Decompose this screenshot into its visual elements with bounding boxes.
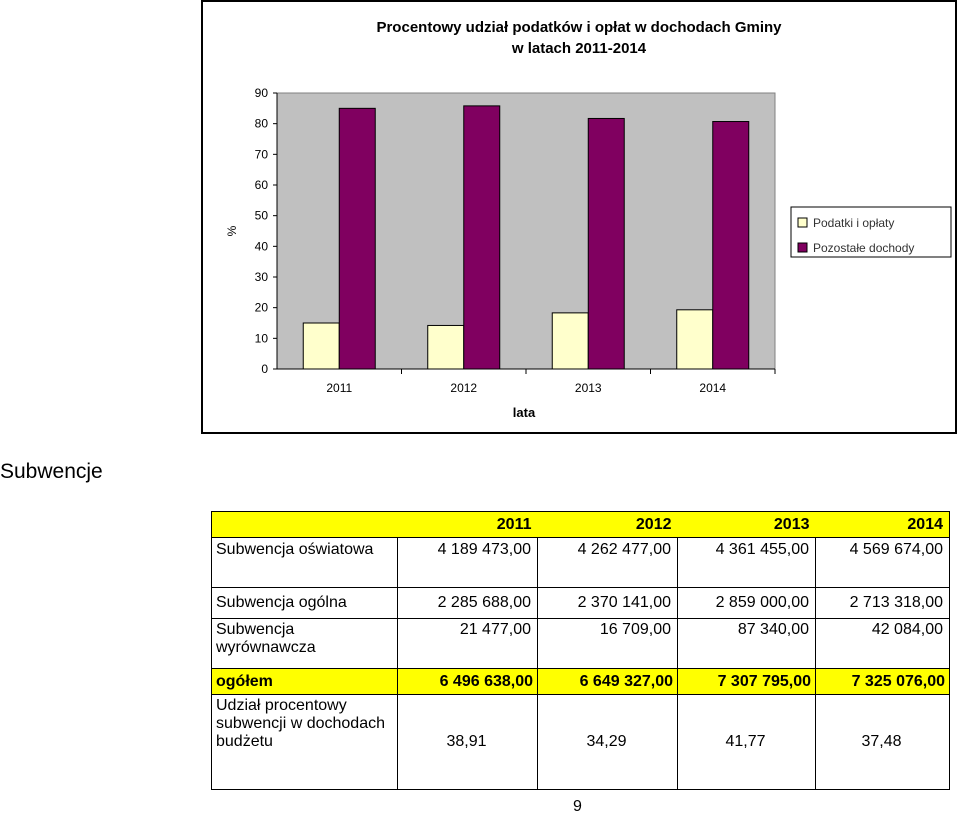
table-row: Udział procentowy subwencji w dochodach … xyxy=(211,694,950,790)
table-cell: 42 084,00 xyxy=(815,618,950,669)
y-tick-label: 30 xyxy=(255,270,269,284)
chart-title: Procentowy udział podatków i opłat w doc… xyxy=(376,19,782,36)
table-cell: 4 361 455,00 xyxy=(677,537,816,588)
row-label: Udział procentowy subwencji w dochodach … xyxy=(211,694,398,790)
row-label: Subwencja wyrównawcza xyxy=(211,618,398,669)
table-row: Subwencja wyrównawcza 21 477,00 16 709,0… xyxy=(211,618,950,669)
table-cell: 38,91 xyxy=(397,694,538,790)
table-header-cell: 2014 xyxy=(815,511,950,538)
table-row: Subwencja ogólna 2 285 688,00 2 370 141,… xyxy=(211,587,950,619)
y-tick-label: 60 xyxy=(255,178,269,192)
table-cell: 2 370 141,00 xyxy=(537,587,678,619)
bar-podatki-2011 xyxy=(302,322,340,370)
section-heading: Subwencje xyxy=(0,460,103,483)
y-tick-label: 10 xyxy=(255,331,269,345)
page-number: 9 xyxy=(573,798,582,815)
legend-label: Pozostałe dochody xyxy=(813,241,914,255)
table-cell: 34,29 xyxy=(537,694,678,790)
table-header-cell: 2012 xyxy=(537,511,678,538)
table-cell: 41,77 xyxy=(677,694,816,790)
table-cell: 2 713 318,00 xyxy=(815,587,950,619)
y-tick-label: 0 xyxy=(261,362,268,376)
table-cell: 2 285 688,00 xyxy=(397,587,538,619)
bar-pozostale-2013 xyxy=(587,117,625,370)
x-tick-label: 2012 xyxy=(450,381,477,395)
x-tick-label: 2013 xyxy=(575,381,602,395)
legend-swatch xyxy=(797,242,808,253)
bar-pozostale-2014 xyxy=(712,121,750,370)
x-tick-label: 2011 xyxy=(326,381,352,395)
y-tick-label: 40 xyxy=(255,239,269,253)
table-cell: 7 325 076,00 xyxy=(815,668,950,695)
y-tick-label: 70 xyxy=(255,147,269,161)
chart-subtitle: w latach 2011-2014 xyxy=(511,40,647,57)
x-tick-label: 2014 xyxy=(699,381,726,395)
table-header-cell xyxy=(211,511,398,538)
bar-podatki-2012 xyxy=(427,324,465,370)
bar-podatki-2014 xyxy=(676,309,714,370)
chart-container: Procentowy udział podatków i opłat w doc… xyxy=(201,0,957,434)
table-header-cell: 2013 xyxy=(677,511,816,538)
table-cell: 16 709,00 xyxy=(537,618,678,669)
table-cell: 2 859 000,00 xyxy=(677,587,816,619)
table-header-row: 2011 2012 2013 2014 xyxy=(211,511,950,538)
y-tick-label: 20 xyxy=(255,301,269,315)
legend-swatch xyxy=(797,217,808,228)
y-tick-label: 80 xyxy=(255,117,269,131)
y-tick-label: 50 xyxy=(255,209,269,223)
table-cell: 4 262 477,00 xyxy=(537,537,678,588)
bar-pozostale-2011 xyxy=(338,107,376,370)
table-cell: 4 189 473,00 xyxy=(397,537,538,588)
row-label: Subwencja oświatowa xyxy=(211,537,398,588)
table-cell: 4 569 674,00 xyxy=(815,537,950,588)
table-cell: 6 496 638,00 xyxy=(397,668,538,695)
y-axis-label: % xyxy=(225,225,239,236)
y-tick-label: 90 xyxy=(255,86,269,100)
bar-chart: Procentowy udział podatków i opłat w doc… xyxy=(225,19,952,420)
table-total-row: ogółem 6 496 638,00 6 649 327,00 7 307 7… xyxy=(211,668,950,695)
x-axis-label: lata xyxy=(513,405,536,420)
table-cell: 7 307 795,00 xyxy=(677,668,816,695)
subsidies-table: 2011 2012 2013 2014 Subwencja oświatowa … xyxy=(211,511,950,790)
table-cell: 21 477,00 xyxy=(397,618,538,669)
row-label: ogółem xyxy=(211,668,398,695)
table-cell: 37,48 xyxy=(815,694,950,790)
table-cell: 6 649 327,00 xyxy=(537,668,678,695)
table-header-cell: 2011 xyxy=(397,511,538,538)
table-row: Subwencja oświatowa 4 189 473,00 4 262 4… xyxy=(211,537,950,588)
table-cell: 87 340,00 xyxy=(677,618,816,669)
legend-box xyxy=(790,206,952,258)
row-label: Subwencja ogólna xyxy=(211,587,398,619)
legend-label: Podatki i opłaty xyxy=(813,216,894,230)
bar-pozostale-2012 xyxy=(463,105,501,370)
bar-podatki-2013 xyxy=(551,312,589,370)
